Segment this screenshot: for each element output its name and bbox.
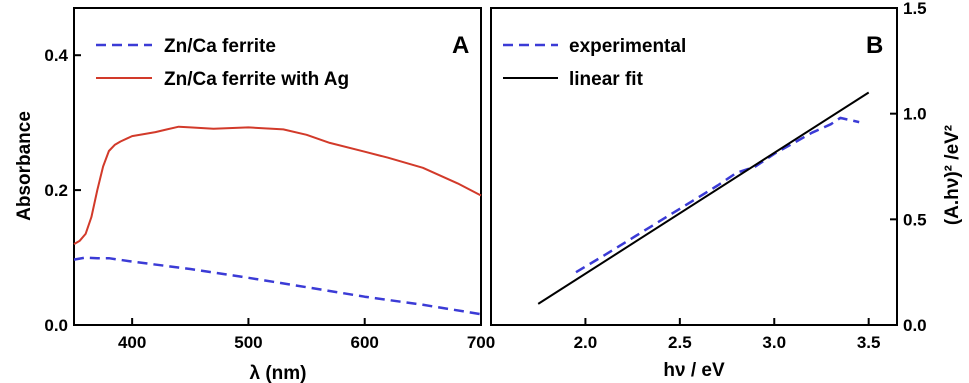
panel-a-y-tick-label: 0.2 — [44, 181, 68, 200]
panel-a-series — [73, 125, 482, 316]
panel-b-x-tick-label: 3.0 — [762, 333, 786, 352]
panel-a-x-axis-label: λ (nm) — [250, 363, 307, 383]
panel-a-series-zn-ca-ferrite — [73, 256, 482, 316]
panel-b-plot-frame — [490, 7, 898, 326]
panel-a-letter: A — [452, 32, 469, 59]
panel-b-y-ticks: 0.0 0.5 1.0 1.5 — [890, 0, 927, 335]
legend-label-linear-fit: linear fit — [569, 69, 644, 90]
panel-a-y-tick-label: 0.0 — [44, 316, 68, 335]
panel-b-x-tick-label: 2.0 — [574, 333, 598, 352]
panel-a-y-tick-label: 0.4 — [44, 46, 68, 65]
panel-a-x-tick-label: 400 — [118, 333, 146, 352]
panel-a-x-tick-label: 700 — [467, 333, 495, 352]
panel-a-y-ticks: 0.0 0.2 0.4 — [44, 46, 81, 335]
legend-label-zn-ca-ferrite-with-ag: Zn/Ca ferrite with Ag — [164, 69, 349, 90]
panel-a-series-zn-ca-ferrite-with-ag — [73, 125, 482, 245]
panel-b-x-tick-label: 3.5 — [857, 333, 881, 352]
panel-b: 2.0 2.5 3.0 3.5 0.0 0.5 1.0 1.5 hν / eV (A.hν)… — [490, 0, 963, 381]
panel-a-legend: Zn/Ca ferrite Zn/Ca ferrite with Ag — [96, 36, 349, 90]
panel-b-x-ticks: 2.0 2.5 3.0 3.5 — [574, 318, 881, 352]
panel-b-y-tick-label: 0.0 — [903, 316, 927, 335]
panel-b-y-tick-label: 1.5 — [903, 0, 927, 18]
panel-a-x-tick-label: 500 — [234, 333, 262, 352]
panel-b-series — [537, 91, 870, 305]
legend-label-zn-ca-ferrite: Zn/Ca ferrite — [164, 36, 276, 57]
panel-b-series-linear-fit — [537, 91, 870, 305]
panel-b-x-tick-label: 2.5 — [668, 333, 692, 352]
panel-b-y-tick-label: 0.5 — [903, 210, 927, 229]
panel-a: 400 500 600 700 0.0 0.2 0.4 λ (nm) Absorbance… — [14, 7, 495, 383]
panel-b-legend: experimental linear fit — [503, 36, 686, 90]
panel-a-y-axis-label: Absorbance — [14, 111, 35, 221]
panel-b-y-axis-label: (A.hν)² /eV² — [942, 125, 963, 225]
legend-label-experimental: experimental — [569, 36, 686, 57]
panel-b-letter: B — [866, 32, 883, 59]
panel-b-series-experimental — [575, 116, 860, 274]
panel-a-x-ticks: 400 500 600 700 — [118, 318, 495, 352]
panel-a-plot-frame — [73, 7, 482, 326]
panel-b-y-tick-label: 1.0 — [903, 105, 927, 124]
panel-a-x-tick-label: 600 — [351, 333, 379, 352]
panel-b-x-axis-label: hν / eV — [663, 360, 725, 381]
